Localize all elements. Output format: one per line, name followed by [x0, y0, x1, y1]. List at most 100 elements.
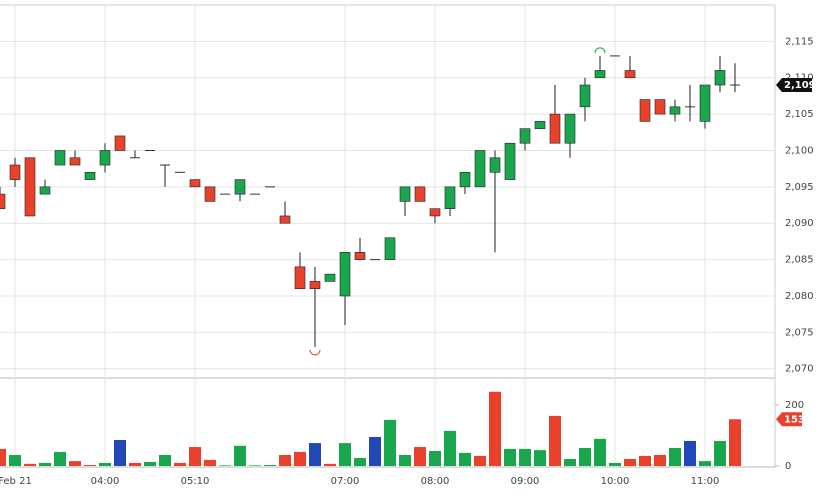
volume-bar	[384, 419, 396, 466]
candle-body	[624, 70, 636, 79]
volume-bar	[699, 461, 711, 466]
candle-body	[234, 179, 246, 195]
volume-bar	[504, 448, 516, 466]
y-tick-label: 2,090	[785, 218, 814, 229]
candle-body	[444, 186, 456, 209]
volume-bar	[474, 455, 486, 466]
volume-bar	[489, 391, 501, 466]
volume-bar	[39, 462, 51, 466]
x-tick-label: 07:00	[331, 476, 360, 487]
volume-bar	[369, 436, 381, 466]
volume-bar	[114, 440, 126, 466]
volume-bar	[24, 463, 36, 466]
volume-bar	[579, 447, 591, 466]
volume-bar	[9, 455, 21, 466]
volume-bar	[564, 458, 576, 466]
x-tick-label: 11:00	[691, 476, 720, 487]
volume-bar	[0, 448, 6, 466]
candle-body	[519, 128, 531, 144]
candle-body	[189, 179, 201, 188]
volume-bar	[399, 455, 411, 466]
high-marker	[594, 47, 606, 53]
candle-body	[489, 157, 501, 173]
candle-body	[504, 142, 516, 180]
candle-body	[459, 172, 471, 188]
volume-bar	[354, 458, 366, 466]
volume-bar	[639, 455, 651, 466]
volume-bar	[144, 462, 156, 466]
volume-bar	[69, 461, 81, 466]
volume-bar	[249, 465, 261, 466]
volume-bar	[234, 445, 246, 466]
volume-bar	[594, 438, 606, 466]
volume-bar	[309, 443, 321, 466]
candle-body	[294, 266, 306, 290]
x-tick-label: 09:00	[511, 476, 540, 487]
volume-bar	[669, 447, 681, 466]
volume-bar	[534, 450, 546, 466]
candle-body	[9, 164, 21, 180]
y-tick-label: 2,080	[785, 291, 814, 302]
candle-body	[549, 113, 561, 144]
candle-body	[669, 106, 681, 115]
volume-bar	[444, 430, 456, 466]
volume-bar	[549, 415, 561, 466]
y-tick-label: 2,075	[785, 327, 814, 338]
x-tick-label: 04:00	[91, 476, 120, 487]
candle-body	[54, 150, 66, 166]
candle-body	[384, 237, 396, 260]
volume-bar	[459, 452, 471, 466]
candle-body	[0, 193, 6, 209]
y-tick-label: 2,115	[785, 36, 814, 47]
y-tick-label: 2,085	[785, 255, 814, 266]
candle-body	[354, 252, 366, 260]
volume-bar	[519, 448, 531, 466]
candle-body	[654, 99, 666, 115]
volume-tick-label: 0	[785, 461, 791, 472]
y-tick-label: 2,070	[785, 364, 814, 375]
candle-body	[564, 113, 576, 144]
candle-body	[84, 172, 96, 180]
candle-body	[429, 208, 441, 217]
volume-bar	[219, 465, 231, 466]
volume-bar	[204, 459, 216, 466]
y-tick-label: 2,100	[785, 145, 814, 156]
candle-body	[309, 281, 321, 290]
volume-bar	[99, 462, 111, 466]
candle-body	[339, 252, 351, 297]
candle-body	[399, 186, 411, 202]
candle-body	[534, 121, 546, 129]
x-tick-label: 10:00	[601, 476, 630, 487]
low-marker	[309, 349, 321, 356]
volume-bar	[294, 451, 306, 466]
candle-body	[579, 84, 591, 108]
last-volume-label: 153	[784, 414, 805, 425]
volume-bar	[729, 419, 741, 466]
last-price-box	[776, 78, 812, 93]
volume-bar	[84, 465, 96, 466]
volume-bar	[174, 462, 186, 466]
last-price-label: 2,109	[784, 80, 816, 91]
volume-bar	[684, 440, 696, 466]
candle-body	[594, 70, 606, 79]
volume-bar	[324, 463, 336, 466]
volume-tick-label: 200	[785, 400, 804, 411]
volume-bar	[609, 462, 621, 466]
volume-bar	[54, 451, 66, 466]
candle-body	[279, 215, 291, 224]
candle-body	[714, 70, 726, 86]
volume-bar	[189, 447, 201, 466]
candle-body	[324, 273, 336, 282]
volume-bar	[159, 455, 171, 466]
candle-body	[204, 186, 216, 202]
x-tick-label: 05:10	[181, 476, 210, 487]
x-tick-label: Feb 21	[0, 476, 32, 487]
volume-bar	[129, 462, 141, 466]
volume-bar	[279, 455, 291, 466]
candle-body	[474, 150, 486, 188]
candle-body	[24, 157, 36, 217]
volume-bar	[264, 465, 276, 466]
volume-bar	[414, 447, 426, 466]
candle-body	[99, 150, 111, 166]
